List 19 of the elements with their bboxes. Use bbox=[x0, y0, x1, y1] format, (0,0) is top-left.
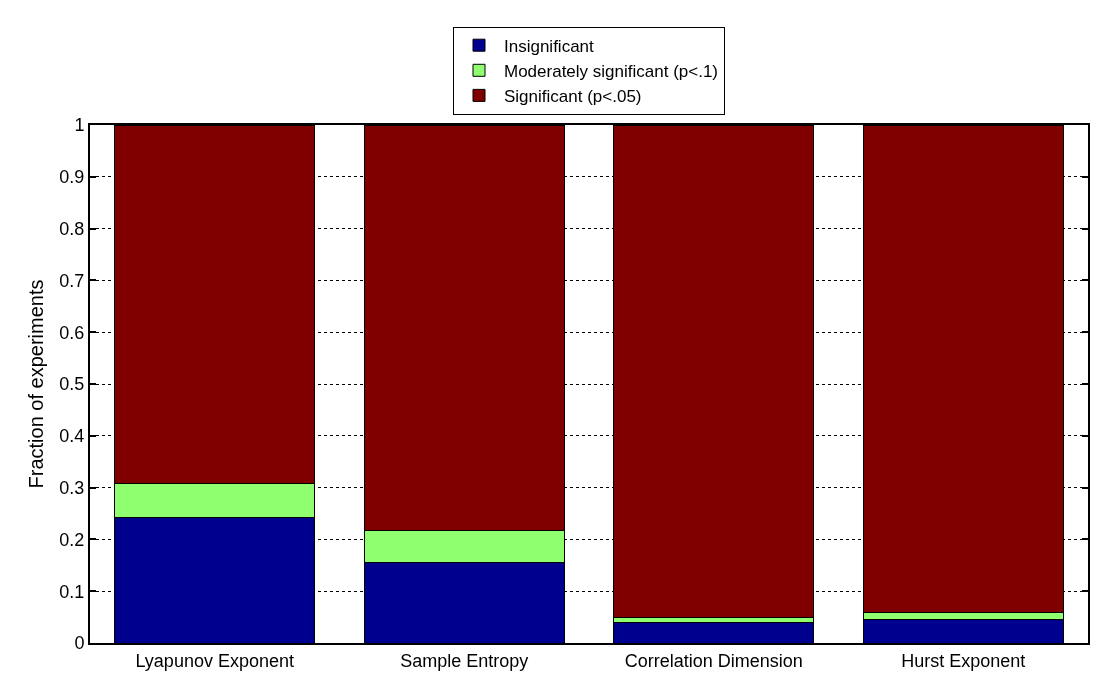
y-tick-label: 0.1 bbox=[59, 581, 85, 602]
y-tick-label: 0.5 bbox=[59, 374, 85, 395]
legend-label: Significant (p<.05) bbox=[504, 87, 642, 107]
y-tick-label: 0.7 bbox=[59, 270, 85, 291]
legend-label: Insignificant bbox=[504, 36, 595, 56]
legend-label: Moderately significant (p<.1) bbox=[504, 61, 719, 81]
y-tick-label: 0.8 bbox=[59, 218, 85, 239]
x-tick-label: Sample Entropy bbox=[400, 650, 529, 671]
y-axis-title: Fraction of experiments bbox=[25, 279, 48, 489]
y-tick-label: 0.3 bbox=[59, 477, 85, 498]
y-tick-label: 1 bbox=[74, 115, 85, 136]
y-tick-label: 0.4 bbox=[59, 426, 85, 447]
x-tick-label: Correlation Dimension bbox=[624, 650, 803, 671]
x-tick-label: Hurst Exponent bbox=[901, 650, 1026, 671]
y-tick-label: 0.9 bbox=[59, 167, 85, 188]
y-tick-label: 0 bbox=[74, 633, 85, 654]
y-tick-label: 0.2 bbox=[59, 529, 85, 550]
y-tick-label: 0.6 bbox=[59, 322, 85, 343]
x-tick-label: Lyapunov Exponent bbox=[135, 650, 294, 671]
